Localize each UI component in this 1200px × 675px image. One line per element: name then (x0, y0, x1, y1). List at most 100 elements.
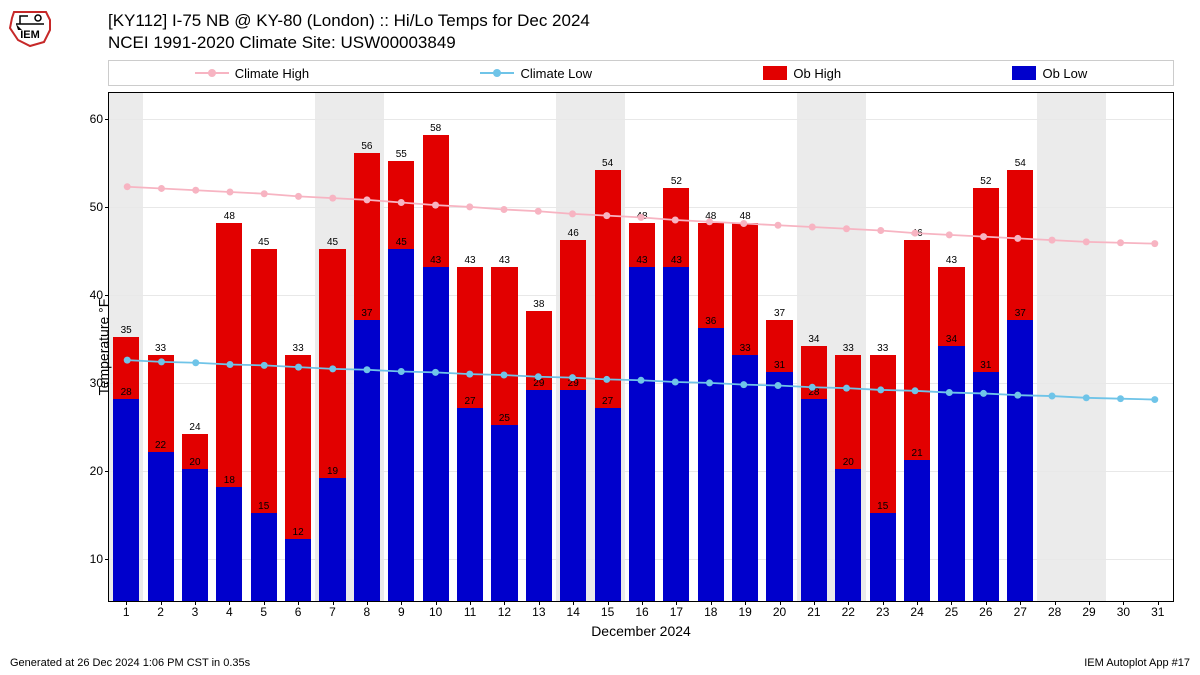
bar-label: 29 (533, 378, 544, 390)
ob-low-bar: 34 (938, 346, 964, 601)
legend-swatch-bar (1012, 66, 1036, 80)
bar-label: 45 (327, 237, 338, 249)
ob-low-bar: 18 (216, 487, 242, 601)
bar-label: 54 (602, 158, 613, 170)
ob-low-bar: 43 (663, 267, 689, 601)
bar-label: 24 (189, 422, 200, 434)
bar-label: 33 (843, 343, 854, 355)
bar-label: 36 (705, 316, 716, 328)
bar-label: 33 (740, 343, 751, 355)
legend-label: Ob High (793, 66, 841, 81)
ob-low-bar: 12 (285, 539, 311, 601)
ob-low-bar: 37 (354, 320, 380, 601)
ob-low-bar: 21 (904, 460, 930, 601)
weekend-band (1037, 93, 1071, 601)
bar-label: 33 (155, 343, 166, 355)
bar-label: 15 (258, 501, 269, 513)
ob-low-bar: 27 (595, 408, 621, 601)
weekend-band (1072, 93, 1106, 601)
ob-low-bar: 27 (457, 408, 483, 601)
bar-label: 52 (980, 176, 991, 188)
legend-swatch-line (480, 72, 514, 74)
bar-label: 48 (705, 211, 716, 223)
bar-label: 31 (980, 360, 991, 372)
bar-label: 46 (912, 228, 923, 240)
bar-label: 37 (774, 308, 785, 320)
title-line1: [KY112] I-75 NB @ KY-80 (London) :: Hi/L… (108, 10, 590, 32)
bar-label: 25 (499, 413, 510, 425)
bar-label: 15 (877, 501, 888, 513)
bar-label: 33 (293, 343, 304, 355)
bar-label: 38 (533, 299, 544, 311)
legend-swatch-bar (763, 66, 787, 80)
ob-low-bar: 43 (629, 267, 655, 601)
bar-label: 58 (430, 123, 441, 135)
bar-label: 48 (740, 211, 751, 223)
gridline (109, 119, 1173, 120)
bar-label: 48 (224, 211, 235, 223)
bar-label: 34 (946, 334, 957, 346)
bar-label: 37 (1015, 308, 1026, 320)
ob-low-bar: 31 (973, 372, 999, 601)
bar-label: 28 (808, 387, 819, 399)
legend-ob-low: Ob Low (1012, 66, 1087, 81)
svg-text:IEM: IEM (20, 29, 40, 41)
bar-label: 43 (671, 255, 682, 267)
legend-label: Ob Low (1042, 66, 1087, 81)
bar-label: 54 (1015, 158, 1026, 170)
legend-label: Climate High (235, 66, 309, 81)
bar-label: 35 (121, 325, 132, 337)
bar-label: 43 (464, 255, 475, 267)
bar-label: 43 (636, 255, 647, 267)
legend-ob-high: Ob High (763, 66, 841, 81)
ob-low-bar: 15 (251, 513, 277, 601)
bar-label: 43 (430, 255, 441, 267)
legend-climate-high: Climate High (195, 66, 309, 81)
bar-label: 46 (568, 228, 579, 240)
bar-label: 27 (602, 396, 613, 408)
bar-label: 22 (155, 440, 166, 452)
ob-low-bar: 31 (766, 372, 792, 601)
ob-low-bar: 20 (182, 469, 208, 601)
ob-low-bar: 25 (491, 425, 517, 601)
legend-label: Climate Low (520, 66, 592, 81)
bar-label: 19 (327, 466, 338, 478)
legend: Climate High Climate Low Ob High Ob Low (108, 60, 1174, 86)
legend-swatch-line (195, 72, 229, 74)
ob-low-bar: 15 (870, 513, 896, 601)
bar-label: 55 (396, 149, 407, 161)
footer-left: Generated at 26 Dec 2024 1:06 PM CST in … (10, 657, 250, 669)
ob-low-bar: 29 (526, 390, 552, 601)
ob-low-bar: 33 (732, 355, 758, 601)
ob-low-bar: 20 (835, 469, 861, 601)
ob-low-bar: 45 (388, 249, 414, 601)
bar-label: 34 (808, 334, 819, 346)
ob-low-bar: 22 (148, 452, 174, 601)
bar-label: 27 (464, 396, 475, 408)
bar-label: 48 (636, 211, 647, 223)
bar-label: 43 (499, 255, 510, 267)
bar-label: 31 (774, 360, 785, 372)
chart-title: [KY112] I-75 NB @ KY-80 (London) :: Hi/L… (108, 10, 590, 54)
bar-label: 20 (189, 457, 200, 469)
bar-label: 56 (361, 141, 372, 153)
plot-area: Temperature °F December 2024 10203040506… (108, 92, 1174, 602)
ob-low-bar: 37 (1007, 320, 1033, 601)
bar-label: 45 (396, 237, 407, 249)
bar-label: 37 (361, 308, 372, 320)
bar-label: 18 (224, 475, 235, 487)
bar-label: 45 (258, 237, 269, 249)
bar-label: 12 (293, 527, 304, 539)
footer-right: IEM Autoplot App #17 (1084, 657, 1190, 669)
bar-label: 33 (877, 343, 888, 355)
legend-climate-low: Climate Low (480, 66, 592, 81)
ob-low-bar: 28 (113, 399, 139, 601)
title-line2: NCEI 1991-2020 Climate Site: USW00003849 (108, 32, 590, 54)
ob-low-bar: 43 (423, 267, 449, 601)
bar-label: 20 (843, 457, 854, 469)
iem-logo: IEM (6, 6, 54, 48)
bar-label: 28 (121, 387, 132, 399)
bar-label: 29 (568, 378, 579, 390)
ob-low-bar: 29 (560, 390, 586, 601)
ob-low-bar: 19 (319, 478, 345, 601)
